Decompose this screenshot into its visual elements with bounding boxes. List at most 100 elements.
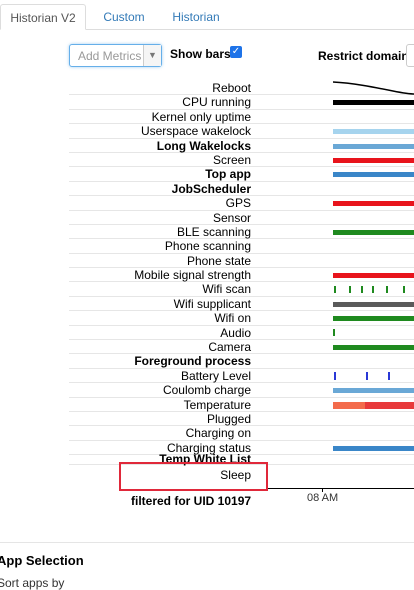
metric-label: Camera	[208, 340, 251, 355]
metric-row-userspace-wakelock: Userspace wakelock	[69, 124, 414, 139]
metric-label: Wifi on	[214, 311, 251, 326]
metric-label: GPS	[225, 196, 251, 211]
time-axis-tick	[322, 488, 323, 492]
time-axis-label: 08 AM	[307, 492, 339, 504]
top-app-bar	[333, 172, 414, 178]
mobile-signal-bar	[333, 273, 414, 279]
metric-label: Userspace wakelock	[140, 124, 251, 139]
add-metrics-placeholder: Add Metrics	[78, 49, 142, 63]
metric-label: Mobile signal strength	[134, 268, 251, 283]
metric-row-kernel-uptime: Kernel only uptime	[69, 109, 414, 125]
chevron-down-icon[interactable]: ▼	[143, 45, 161, 66]
metric-row-top-app: Top app	[69, 167, 414, 182]
audio-tick	[333, 328, 335, 336]
metric-row-phone-scanning: Phone scanning	[69, 239, 414, 254]
metric-label: Charging status	[166, 440, 251, 455]
metric-label: Wifi supplicant	[173, 296, 251, 311]
metric-row-plugged: Plugged	[69, 411, 414, 427]
cpu-running-bar	[333, 100, 414, 106]
show-bars-checkbox[interactable]: ✓	[230, 46, 242, 58]
metric-row-charging-status: Charging status	[69, 440, 414, 456]
metric-label: Battery Level	[180, 368, 251, 383]
wifi-scan-tick	[372, 286, 374, 294]
selection-highlight	[119, 462, 268, 491]
metric-row-jobscheduler: JobScheduler	[69, 181, 414, 197]
metric-label: Temperature	[183, 397, 251, 412]
metric-row-ble-scanning: BLE scanning	[69, 224, 414, 240]
metric-label: Sleep	[220, 468, 251, 483]
metric-row-long-wakelocks: Long Wakelocks	[69, 139, 414, 153]
wifi-scan-tick	[334, 286, 336, 294]
wifi-supplicant-bar	[333, 301, 414, 307]
metric-label: Coulomb charge	[162, 383, 251, 398]
wifi-scan-tick	[349, 286, 351, 294]
metric-row-wifi-on: Wifi on	[69, 311, 414, 326]
wifi-scan-tick	[403, 286, 405, 294]
metric-row-camera: Camera	[69, 340, 414, 355]
metric-row-wifi-supplicant: Wifi supplicant	[69, 296, 414, 312]
section-divider	[0, 542, 414, 543]
metric-row-temperature: Temperature	[69, 398, 414, 412]
metric-label: Screen	[212, 152, 251, 167]
metric-label: Top app	[205, 167, 251, 182]
metric-row-coulomb-charge: Coulomb charge	[69, 383, 414, 398]
metric-label: Foreground process	[134, 354, 251, 369]
metric-label: Phone scanning	[164, 239, 251, 254]
battery-level-tick	[366, 371, 368, 380]
metric-label: Audio	[220, 325, 251, 340]
metric-label: Sensor	[212, 210, 251, 225]
camera-bar	[333, 345, 414, 351]
show-bars-label: Show bars	[170, 47, 231, 61]
metric-row-sensor: Sensor	[69, 211, 414, 225]
tab-custom[interactable]: Custom	[103, 10, 145, 24]
metric-row-wifi-scan: Wifi scan	[69, 282, 414, 297]
add-metrics-select[interactable]: Add Metrics ▼	[69, 44, 162, 67]
metric-row-screen: Screen	[69, 152, 414, 168]
ble-scanning-bar	[333, 229, 414, 235]
temperature-bar-segment	[365, 401, 414, 409]
metric-label: BLE scanning	[176, 224, 251, 239]
battery-level-tick	[388, 371, 390, 380]
metric-row-gps: GPS	[69, 196, 414, 211]
metric-row-charging-on: Charging on	[69, 426, 414, 441]
metric-label: CPU running	[182, 95, 251, 110]
coulomb-charge-bar	[333, 388, 414, 394]
userspace-wakelock-bar	[333, 129, 414, 135]
wifi-scan-tick	[361, 286, 363, 294]
filter-label: filtered for UID 10197	[131, 494, 252, 508]
tab-historian[interactable]: Historian	[172, 10, 220, 24]
metric-label: Phone state	[186, 253, 251, 268]
tab-historian-v2[interactable]: Historian V2	[0, 4, 86, 30]
metric-row-audio: Audio	[69, 325, 414, 341]
metric-label: Kernel only uptime	[151, 109, 251, 124]
metric-rows: Reboot CPU running Kernel only uptime Us…	[69, 81, 414, 483]
gps-bar	[333, 201, 414, 207]
time-axis	[268, 488, 414, 489]
metric-row-phone-state: Phone state	[69, 253, 414, 269]
screen-bar	[333, 157, 414, 163]
tab-bar: Historian V2 Custom Historian	[0, 0, 414, 30]
metric-row-cpu-running: CPU running	[69, 95, 414, 110]
metric-label: Charging on	[185, 426, 251, 441]
reboot-curve	[333, 81, 414, 95]
metric-label: Long Wakelocks	[156, 138, 251, 153]
restrict-domain-label: Restrict domain	[318, 49, 409, 63]
battery-level-tick	[334, 371, 336, 380]
sort-apps-label: Sort apps by	[0, 576, 65, 590]
metric-row-reboot: Reboot	[69, 81, 414, 96]
wifi-on-bar	[333, 316, 414, 322]
metric-row-sleep: Sleep	[69, 465, 414, 483]
wifi-scan-tick	[386, 286, 388, 294]
app-selection-title: App Selection	[0, 553, 84, 568]
metric-row-battery-level: Battery Level	[69, 368, 414, 384]
metric-label: Plugged	[206, 411, 251, 426]
metric-label: Wifi scan	[202, 282, 251, 297]
metric-row-foreground-process: Foreground process	[69, 354, 414, 369]
charging-status-bar	[333, 445, 414, 451]
restrict-domain-input[interactable]	[406, 44, 414, 67]
metric-row-mobile-signal: Mobile signal strength	[69, 268, 414, 283]
metric-label: Reboot	[212, 81, 251, 95]
temperature-bar-segment	[333, 401, 365, 409]
long-wakelocks-bar	[333, 143, 414, 149]
metric-label: JobScheduler	[171, 181, 251, 196]
